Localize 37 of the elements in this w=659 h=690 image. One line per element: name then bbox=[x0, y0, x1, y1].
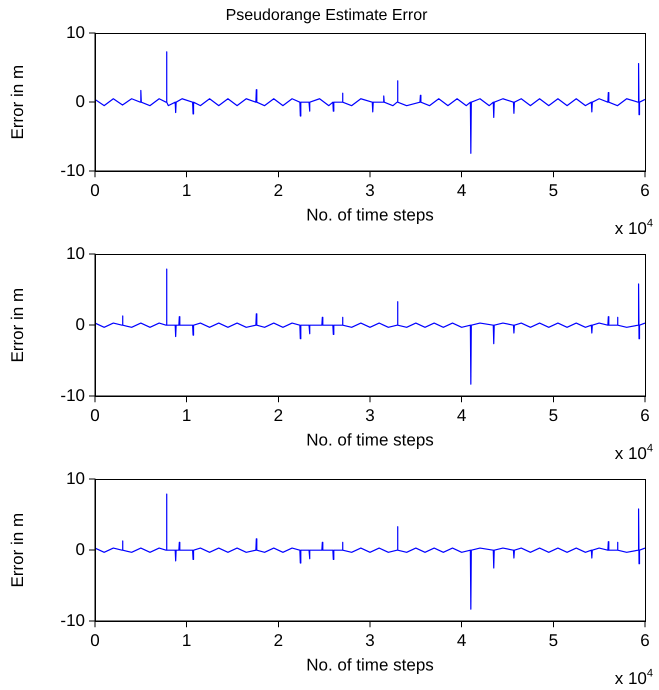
y-axis-title: Error in m bbox=[8, 288, 27, 363]
y-axis-title: Error in m bbox=[8, 64, 27, 140]
x-tick-label: 3 bbox=[365, 406, 375, 426]
y-tick-label: 10 bbox=[66, 244, 85, 263]
x-tick-label: 0 bbox=[90, 406, 100, 426]
y-tick-label: -10 bbox=[60, 160, 85, 180]
x-tick-label: 1 bbox=[182, 181, 192, 200]
x-axis-title: No. of time steps bbox=[306, 430, 434, 450]
x-tick-label: 3 bbox=[365, 631, 375, 650]
x-tick-label: 4 bbox=[456, 181, 466, 200]
y-tick-label: 10 bbox=[66, 468, 85, 488]
y-tick-label: 0 bbox=[76, 540, 85, 559]
x-tick-label: 2 bbox=[274, 181, 284, 200]
x-tick-label: 2 bbox=[274, 631, 284, 650]
y-tick-label: 0 bbox=[76, 314, 85, 334]
x-tick-label: 6 bbox=[640, 631, 650, 650]
x-axis-title: No. of time steps bbox=[306, 655, 434, 674]
y-axis-title: Error in m bbox=[8, 512, 27, 588]
y-tick-label: 10 bbox=[66, 22, 85, 42]
x-tick-label: 6 bbox=[640, 406, 650, 426]
x-tick-label: 5 bbox=[548, 406, 558, 426]
x-tick-label: 1 bbox=[182, 406, 192, 426]
x-tick-label: 5 bbox=[548, 631, 558, 650]
x-tick-label: 5 bbox=[548, 181, 558, 200]
x-tick-label: 0 bbox=[90, 181, 100, 200]
y-tick-label: -10 bbox=[60, 386, 85, 405]
x-axis-title: No. of time steps bbox=[306, 205, 434, 224]
y-tick-label: -10 bbox=[60, 610, 85, 630]
x-tick-label: 1 bbox=[182, 631, 192, 650]
x-tick-label: 4 bbox=[456, 631, 466, 650]
x-tick-label: 3 bbox=[365, 181, 375, 200]
chart-title: Pseudorange Estimate Error bbox=[226, 7, 428, 24]
y-tick-label: 0 bbox=[76, 92, 85, 111]
x-tick-label: 0 bbox=[90, 631, 100, 650]
x-tick-label: 2 bbox=[274, 406, 284, 426]
x-tick-label: 6 bbox=[640, 181, 650, 200]
x-tick-label: 4 bbox=[456, 406, 466, 426]
